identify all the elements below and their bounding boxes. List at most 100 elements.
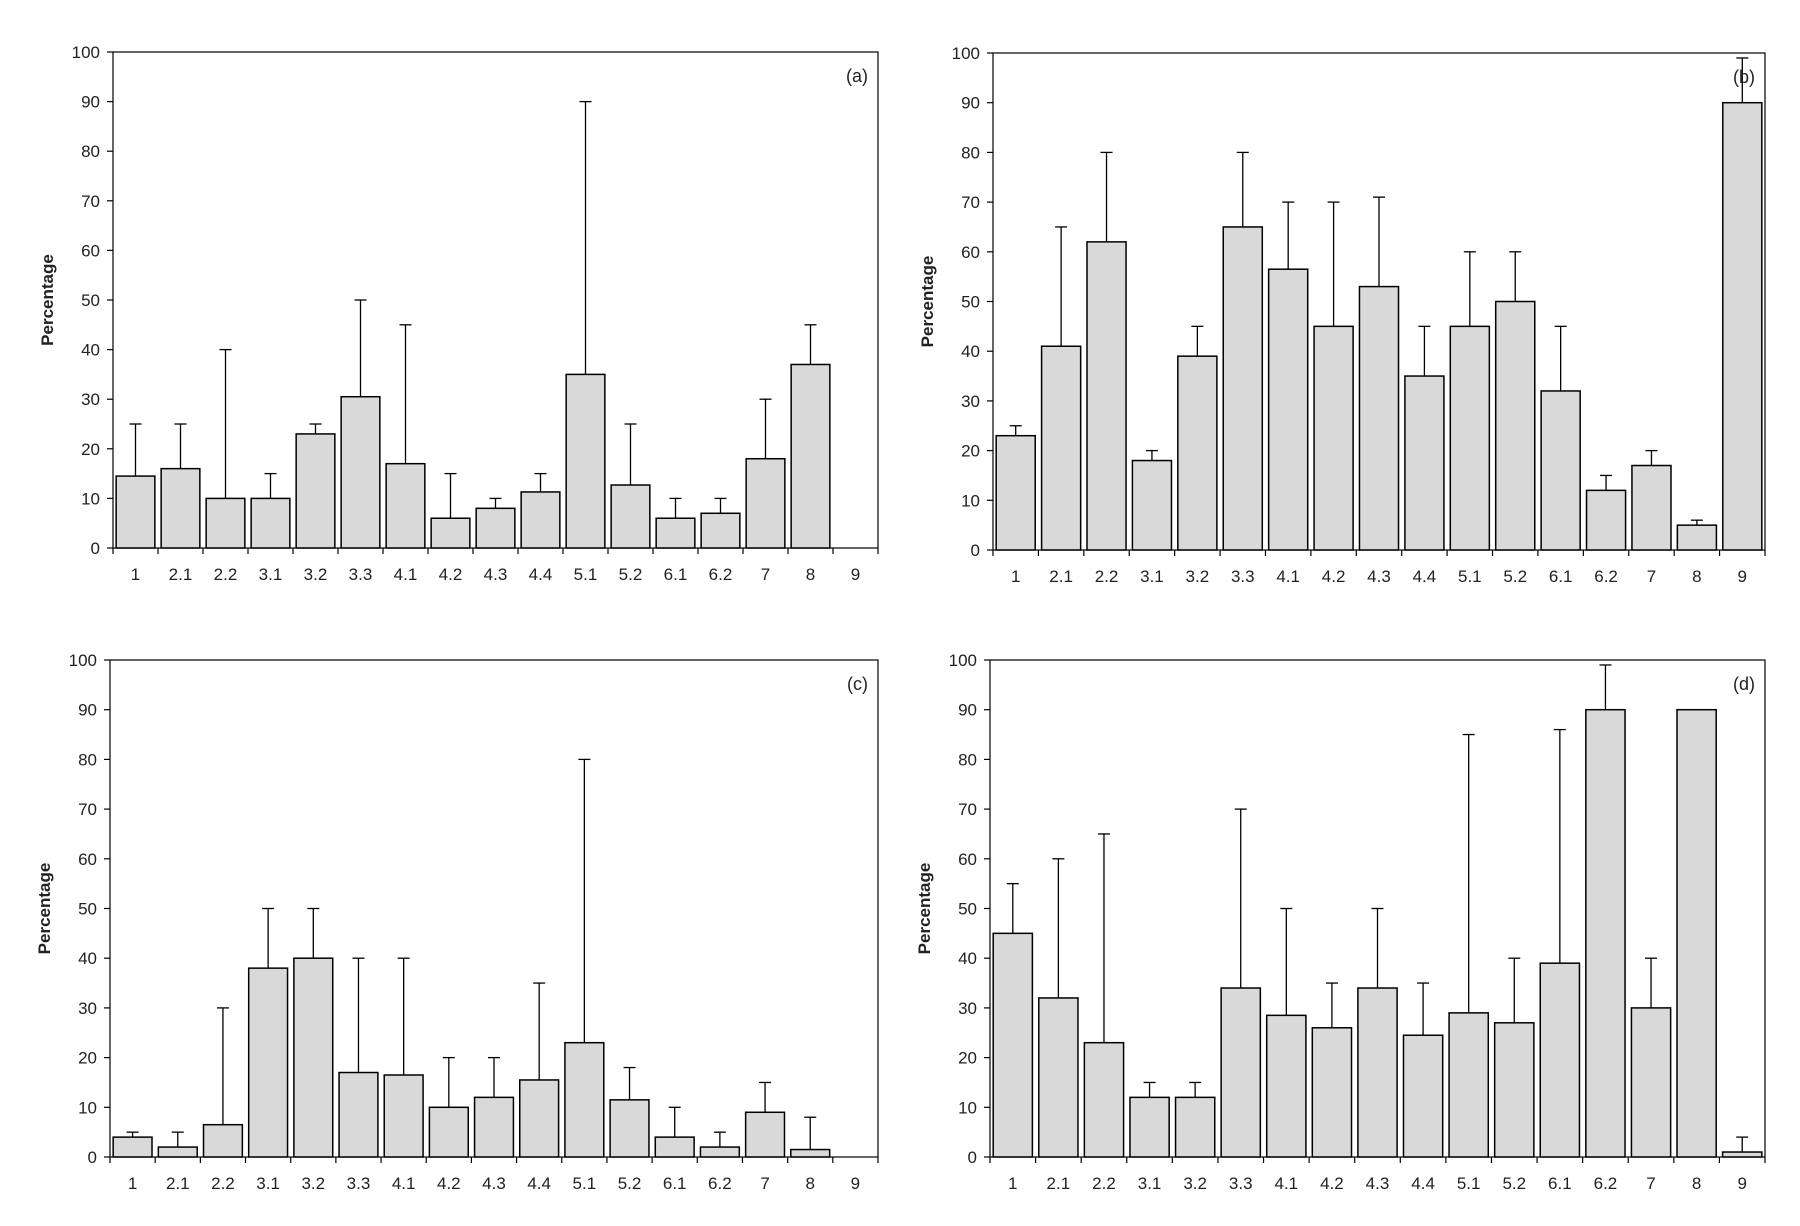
bar-9 bbox=[1721, 1151, 1763, 1158]
x-tick-label: 2.1 bbox=[1047, 1174, 1071, 1193]
x-tick-label: 4.1 bbox=[392, 1174, 416, 1193]
y-tick-label: 30 bbox=[81, 390, 100, 409]
panel-label: (b) bbox=[1733, 67, 1755, 87]
bar-4.3 bbox=[473, 1096, 515, 1158]
x-tick-label: 1 bbox=[128, 1174, 137, 1193]
bar-3.2 bbox=[1177, 355, 1218, 551]
y-tick-label: 70 bbox=[78, 800, 97, 819]
x-tick-label: 2.2 bbox=[211, 1174, 235, 1193]
bar-6.2 bbox=[700, 512, 741, 549]
bar-4.2 bbox=[1311, 1027, 1353, 1158]
y-tick-label: 60 bbox=[961, 243, 980, 262]
bar-2.1 bbox=[160, 467, 201, 549]
bar-1 bbox=[995, 434, 1036, 551]
bar-8 bbox=[1676, 708, 1717, 1158]
x-tick-label: 3.3 bbox=[349, 565, 373, 584]
y-tick-label: 30 bbox=[961, 392, 980, 411]
x-tick-label: 5.2 bbox=[1502, 1174, 1526, 1193]
y-tick-label: 80 bbox=[958, 750, 977, 769]
bar-5.1 bbox=[1449, 325, 1491, 551]
x-tick-label: 4.3 bbox=[1367, 567, 1391, 586]
x-tick-label: 4.2 bbox=[1322, 567, 1346, 586]
bar-5.2 bbox=[610, 484, 651, 549]
x-tick-label: 9 bbox=[851, 1174, 860, 1193]
x-tick-label: 5.1 bbox=[1458, 567, 1482, 586]
x-tick-label: 4.4 bbox=[527, 1174, 551, 1193]
y-tick-label: 0 bbox=[968, 1148, 977, 1167]
x-tick-label: 4.1 bbox=[1276, 567, 1300, 586]
x-tick-label: 5.2 bbox=[619, 565, 643, 584]
y-tick-label: 80 bbox=[961, 143, 980, 162]
bar-8 bbox=[790, 1148, 831, 1158]
x-tick-label: 3.2 bbox=[301, 1174, 325, 1193]
x-tick-label: 6.1 bbox=[1549, 567, 1573, 586]
bar-3.2 bbox=[295, 433, 336, 549]
y-axis-label: Percentage bbox=[38, 254, 57, 346]
y-tick-label: 10 bbox=[78, 1098, 97, 1117]
x-tick-label: 6.2 bbox=[708, 1174, 732, 1193]
y-tick-label: 90 bbox=[961, 94, 980, 113]
bar-9 bbox=[1722, 101, 1763, 551]
chart-panel-d: 0 10 20 30 40 50 60 70 80 90 100 1 2.1 2.2 3.1 3.2 3.3 4.… bbox=[915, 651, 1766, 1193]
bar-3.3 bbox=[1220, 987, 1262, 1158]
bar-7 bbox=[1631, 464, 1672, 551]
y-tick-label: 100 bbox=[949, 651, 977, 670]
y-tick-label: 0 bbox=[88, 1148, 97, 1167]
x-tick-label: 2.2 bbox=[1092, 1174, 1116, 1193]
bar-1 bbox=[115, 475, 156, 549]
x-tick-label: 2.2 bbox=[214, 565, 238, 584]
bar-6.1 bbox=[654, 1136, 695, 1158]
y-tick-label: 90 bbox=[81, 93, 100, 112]
bar-3.2 bbox=[1174, 1096, 1216, 1158]
x-tick-label: 5.1 bbox=[574, 565, 598, 584]
y-tick-label: 40 bbox=[81, 341, 100, 360]
bar-3.1 bbox=[1131, 459, 1173, 551]
bar-6.2 bbox=[1585, 489, 1627, 551]
y-tick-label: 100 bbox=[72, 43, 100, 62]
y-axis-label: Percentage bbox=[915, 863, 934, 955]
x-tick-label: 4.3 bbox=[1366, 1174, 1390, 1193]
y-tick-label: 70 bbox=[81, 192, 100, 211]
x-tick-label: 4.1 bbox=[1275, 1174, 1299, 1193]
y-tick-label: 40 bbox=[958, 949, 977, 968]
chart-panel-c: 0 10 20 30 40 50 60 70 80 90 100 1 2.1 2.2 3.1 3.2 3.3 4.… bbox=[35, 651, 879, 1193]
y-tick-label: 70 bbox=[961, 193, 980, 212]
bar-4.4 bbox=[1402, 1034, 1444, 1158]
x-tick-label: 3.1 bbox=[259, 565, 283, 584]
bar-3.1 bbox=[1129, 1096, 1170, 1158]
x-tick-label: 6.2 bbox=[709, 565, 733, 584]
x-tick-label: 3.1 bbox=[256, 1174, 280, 1193]
y-tick-label: 100 bbox=[69, 651, 97, 670]
bar-2.2 bbox=[1086, 241, 1127, 551]
panel-label: (c) bbox=[847, 674, 868, 694]
bar-4.4 bbox=[519, 1079, 560, 1158]
x-tick-label: 1 bbox=[1008, 1174, 1017, 1193]
x-tick-label: 2.1 bbox=[169, 565, 193, 584]
bar-4.1 bbox=[1267, 268, 1309, 551]
x-tick-label: 9 bbox=[851, 565, 860, 584]
panel-label: (a) bbox=[846, 66, 868, 86]
x-tick-label: 9 bbox=[1737, 1174, 1746, 1193]
x-tick-label: 7 bbox=[1646, 1174, 1655, 1193]
bar-2.1 bbox=[157, 1146, 198, 1158]
x-tick-label: 4.3 bbox=[484, 565, 508, 584]
bar-5.1 bbox=[564, 1041, 605, 1158]
y-tick-label: 80 bbox=[78, 750, 97, 769]
x-tick-label: 7 bbox=[760, 1174, 769, 1193]
bar-7 bbox=[1630, 1007, 1672, 1158]
y-tick-label: 50 bbox=[958, 900, 977, 919]
x-tick-label: 2.1 bbox=[1049, 567, 1073, 586]
y-tick-label: 50 bbox=[81, 291, 100, 310]
x-tick-label: 6.2 bbox=[1594, 567, 1618, 586]
y-axis-label: Percentage bbox=[35, 863, 54, 955]
bar-2.2 bbox=[202, 1123, 244, 1158]
x-tick-label: 5.2 bbox=[618, 1174, 642, 1193]
x-tick-label: 7 bbox=[1647, 567, 1656, 586]
y-tick-label: 20 bbox=[958, 1049, 977, 1068]
chart-panel-a: 0 10 20 30 40 50 60 70 80 90 100 1 2.1 2.2 3.1 3.2 3.3 4.… bbox=[38, 43, 879, 584]
bar-8 bbox=[790, 363, 831, 549]
y-tick-label: 100 bbox=[952, 44, 980, 63]
bar-7 bbox=[745, 457, 786, 549]
bar-1 bbox=[992, 932, 1034, 1158]
bar-4.3 bbox=[475, 507, 516, 549]
